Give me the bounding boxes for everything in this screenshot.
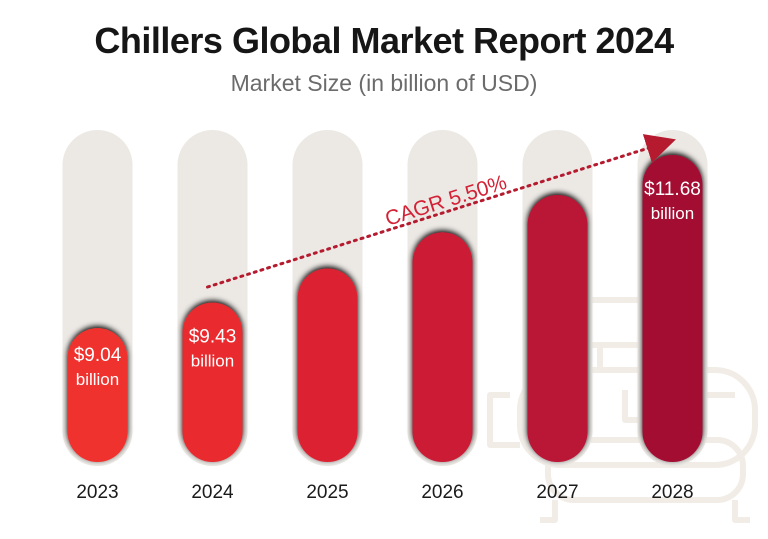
bar-2023 [67,328,128,462]
value-label-unit: billion [191,352,234,371]
bar-2026 [412,232,473,462]
value-label-amount: $9.04 [74,345,122,366]
x-tick-label: 2028 [651,482,693,503]
chart-title: Chillers Global Market Report 2024 [94,20,674,61]
value-label-amount: $11.68 [644,179,701,200]
x-tick-label: 2026 [421,482,463,503]
value-label-amount: $9.43 [189,327,237,348]
bars-layer: 2023 2024 2025 2026 2027 2028 $9.04 billion $9.4… [62,130,708,503]
x-tick-label: 2027 [536,482,578,503]
value-label-unit: billion [76,370,119,389]
bar-2024 [182,302,243,462]
x-tick-label: 2023 [76,482,118,503]
x-tick-label: 2025 [306,482,348,503]
x-tick-label: 2024 [191,482,234,503]
bar-2027 [527,195,588,462]
cagr-arrow [206,134,676,289]
bar-2028 [642,154,703,462]
chart-subtitle: Market Size (in billion of USD) [230,70,538,96]
value-label-unit: billion [651,204,694,223]
bar-2025 [297,268,358,462]
